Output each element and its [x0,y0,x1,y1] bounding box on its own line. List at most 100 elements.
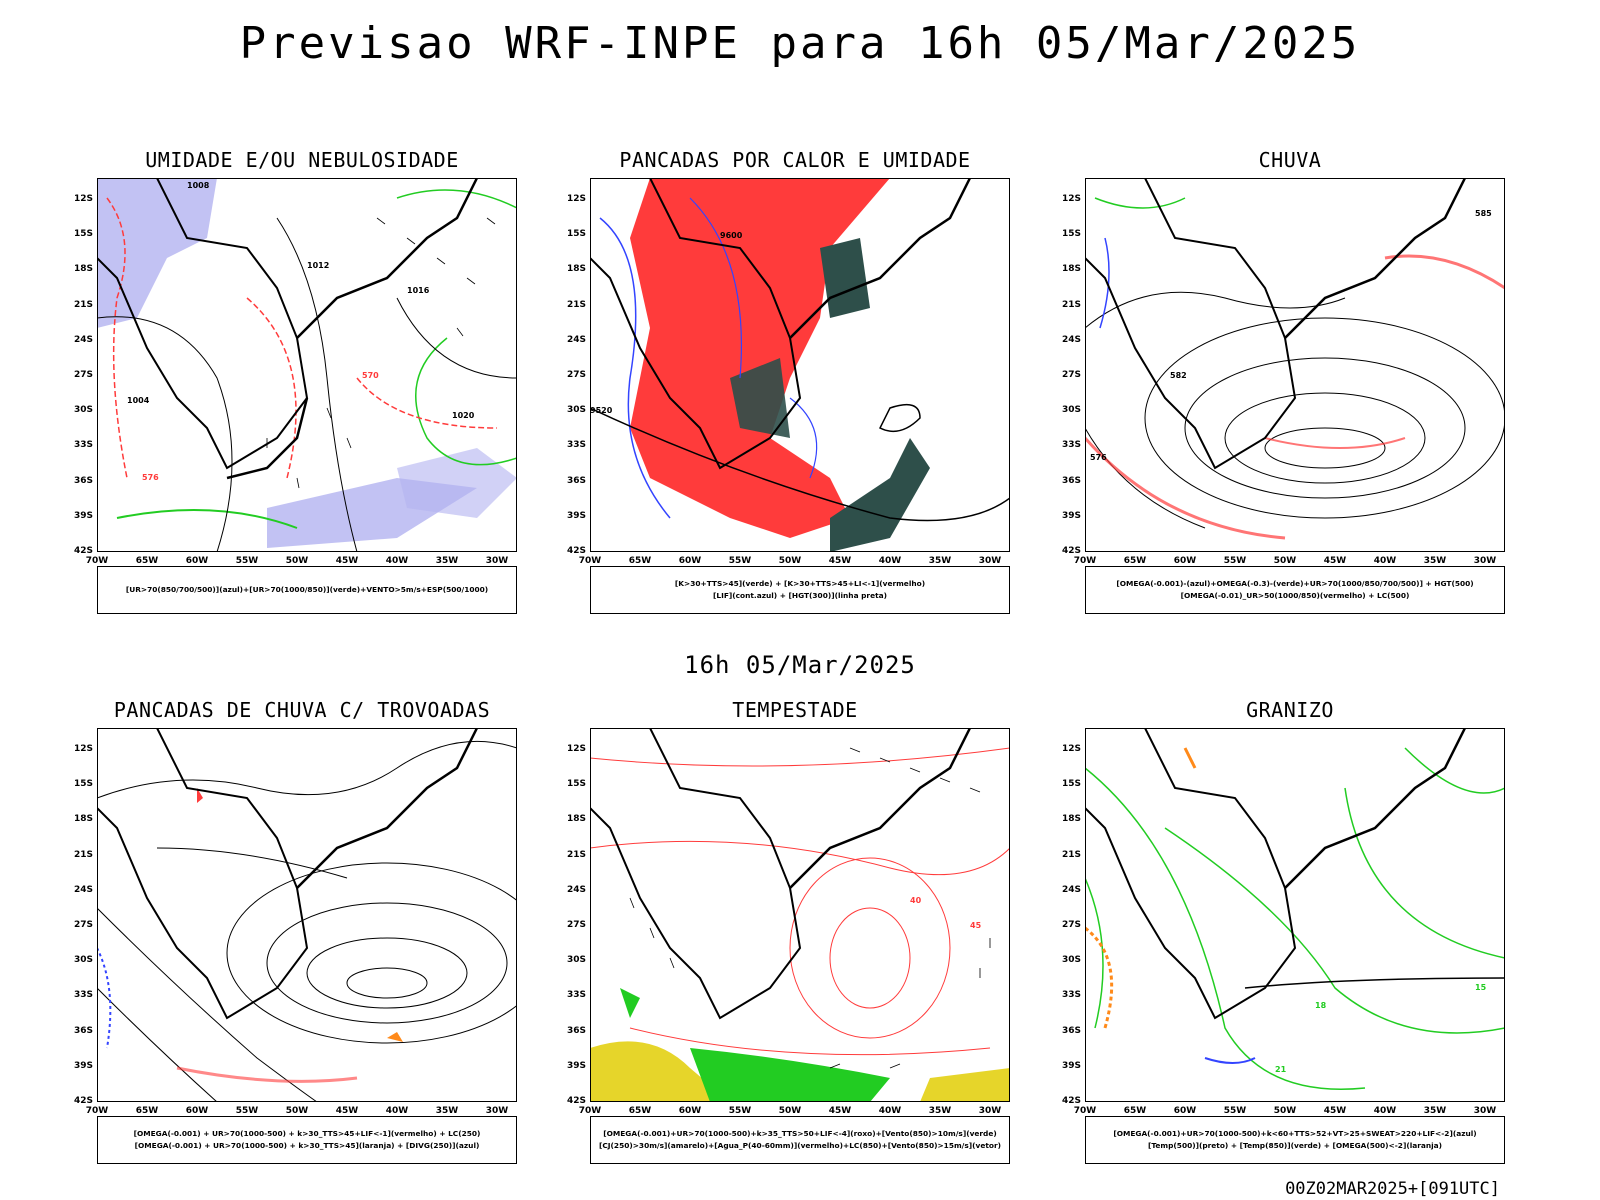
lon-tick-label: 55W [1223,556,1247,566]
panel-umidade: UMIDADE E/OU NEBULOSIDADE 1008 [72,148,532,618]
lat-tick-label: 18S [73,814,93,825]
lon-tick-label: 35W [928,1106,952,1116]
contour-label-1012: 1012 [307,261,329,270]
lon-tick-label: 65W [628,556,652,566]
lon-tick-label: 50W [778,1106,802,1116]
lon-tick-label: 45W [828,556,852,566]
lon-tick-label: 30W [485,1106,509,1116]
lon-tick-label: 70W [578,556,602,566]
lon-tick-label: 55W [1223,1106,1247,1116]
lon-tick-label: 45W [335,556,359,566]
lat-tick-label: 30S [73,955,93,966]
lon-tick-label: 50W [285,1106,309,1116]
panel-pancadas-calor: PANCADAS POR CALOR E UMIDADE 9600 9520 1… [565,148,1025,618]
mid-title: 16h 05/Mar/2025 [684,651,916,679]
legend-box: [K>30+TTS>45](verde) + [K>30+TTS>45+LI<-… [590,566,1010,614]
lon-tick-label: 65W [1123,556,1147,566]
lat-tick-label: 24S [566,884,586,895]
lat-tick-label: 12S [566,194,586,204]
lat-tick-label: 24S [73,884,93,895]
lat-tick-label: 36S [566,1025,586,1036]
lat-tick-label: 42S [73,1096,93,1106]
lon-tick-label: 40W [1373,1106,1397,1116]
lon-tick-label: 55W [728,556,752,566]
map-frame: 585 582 576 12S 15S 18S 21S 24S 27S 30S 33S 36S 3… [1062,178,1505,566]
lat-tick-label: 18S [566,264,586,275]
legend-box: [UR>70(850/700/500)](azul)+[UR>70(1000/8… [97,566,517,614]
map-frame: 40 45 12S 15S 18S 21S 24S 27S 30S 33S 36S 39S 42S … [567,728,1010,1116]
lon-tick-label: 35W [435,1106,459,1116]
lat-tick-label: 36S [566,475,586,486]
lat-tick-label: 30S [566,955,586,966]
panel-title: UMIDADE E/OU NEBULOSIDADE [145,148,459,172]
lon-tick-label: 60W [185,1106,209,1116]
lon-tick-label: 70W [85,1106,109,1116]
lat-tick-label: 27S [1061,370,1081,380]
lat-tick-label: 27S [73,370,93,380]
lat-tick-label: 33S [566,990,586,1001]
contour-label-1004: 1004 [127,396,150,405]
lat-tick-label: 42S [1061,546,1081,556]
lon-tick-label: 35W [928,556,952,566]
lon-tick-label: 65W [1123,1106,1147,1116]
lat-tick-label: 30S [73,405,93,416]
lat-tick-label: 39S [73,510,93,521]
lat-tick-label: 21S [566,299,586,310]
legend-line-1: [OMEGA(-0.001)+UR>70(1000-500)+k>35_TTS>… [603,1129,997,1138]
lon-tick-label: 60W [1173,1106,1197,1116]
legend-line-1: [OMEGA(-0.001)+UR>70(1000-500)+k<60+TTS>… [1113,1129,1477,1138]
contour-label-40: 40 [910,896,922,905]
map-frame: 9600 9520 12S 15S 18S 21S 24S 27S 30S 33S 36S 39S… [567,178,1010,566]
contour-label-570: 570 [362,371,379,380]
lat-tick-label: 12S [1061,194,1081,204]
lat-tick-label: 18S [1061,814,1081,825]
lon-tick-label: 60W [678,556,702,566]
lat-tick-label: 24S [566,334,586,345]
main-title: Previsao WRF-INPE para 16h 05/Mar/2025 [239,18,1361,69]
legend-line-2: [LIF](cont.azul) + [HGT(300)](linha pret… [713,591,887,600]
lon-tick-label: 30W [485,556,509,566]
lon-tick-label: 70W [85,556,109,566]
lat-tick-label: 15S [1061,779,1081,790]
lat-tick-label: 36S [73,475,93,486]
legend-line-2: [OMEGA(-0.01)_UR>50(1000/850)(vermelho) … [1180,591,1410,600]
contour-label-18: 18 [1315,1001,1327,1010]
contour-label-15: 15 [1475,983,1487,992]
legend-box: [OMEGA(-0.001)-(azul)+OMEGA(-0.3)-(verde… [1085,566,1505,614]
contour-label-576: 576 [1090,453,1107,462]
lat-tick-label: 36S [1061,475,1081,486]
lat-tick-label: 21S [73,849,93,860]
lon-tick-label: 30W [1473,556,1497,566]
lon-tick-label: 65W [135,1106,159,1116]
lat-tick-label: 12S [566,744,586,754]
lon-tick-label: 45W [335,1106,359,1116]
lon-tick-label: 50W [285,556,309,566]
lat-tick-label: 21S [73,299,93,310]
lon-tick-label: 30W [1473,1106,1497,1116]
map-umidade: 1008 1012 1016 1020 1004 570 576 [97,178,517,552]
panel-title: GRANIZO [1246,698,1334,722]
lon-tick-label: 65W [135,556,159,566]
lat-tick-label: 27S [566,370,586,380]
lat-tick-label: 27S [73,920,93,930]
lon-tick-label: 45W [1323,1106,1347,1116]
lat-tick-label: 27S [566,920,586,930]
legend-box: [OMEGA(-0.001) + UR>70(1000-500) + k>30_… [97,1116,517,1164]
lat-tick-label: 39S [566,1060,586,1071]
lat-tick-label: 18S [566,814,586,825]
lon-tick-label: 70W [578,1106,602,1116]
lon-tick-label: 55W [728,1106,752,1116]
lat-tick-label: 42S [566,546,586,556]
map-frame: 1008 1012 1016 1020 1004 570 576 12S 15S 1… [74,178,517,566]
legend-line-2: [Temp(500)](preto) + [Temp(850)](verde) … [1147,1141,1443,1150]
lon-tick-label: 60W [678,1106,702,1116]
lat-tick-label: 33S [566,440,586,451]
legend-line-1: [K>30+TTS>45](verde) + [K>30+TTS>45+LI<-… [674,579,926,588]
map-frame: 12S 15S 18S 21S 24S 27S 30S 33S 36S 39S 42S 70W 65W… [74,728,517,1116]
lat-tick-label: 42S [73,546,93,556]
lat-tick-label: 33S [73,440,93,451]
lon-tick-label: 35W [1423,1106,1447,1116]
panel-title: PANCADAS DE CHUVA C/ TROVOADAS [113,698,491,722]
lon-tick-label: 30W [978,556,1002,566]
lon-tick-label: 70W [1073,556,1097,566]
